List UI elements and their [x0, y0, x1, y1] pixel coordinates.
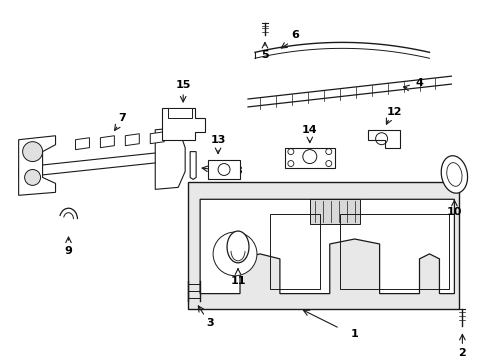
Text: 12: 12	[386, 107, 402, 117]
Text: 9: 9	[64, 246, 72, 256]
Text: 5: 5	[261, 50, 268, 60]
Polygon shape	[100, 136, 114, 148]
Circle shape	[22, 142, 42, 162]
Polygon shape	[208, 159, 240, 179]
Circle shape	[24, 170, 41, 185]
Polygon shape	[155, 128, 185, 189]
Text: 2: 2	[458, 348, 465, 358]
Text: 7: 7	[118, 113, 126, 123]
Polygon shape	[168, 108, 192, 118]
Polygon shape	[190, 152, 196, 179]
Ellipse shape	[440, 156, 467, 193]
Polygon shape	[19, 152, 168, 177]
Polygon shape	[150, 132, 164, 144]
Text: 10: 10	[446, 207, 461, 217]
Polygon shape	[19, 136, 56, 195]
Ellipse shape	[226, 231, 248, 263]
Text: 8: 8	[234, 166, 242, 176]
Text: 11: 11	[230, 276, 245, 286]
Polygon shape	[75, 138, 89, 150]
Ellipse shape	[446, 163, 461, 186]
Polygon shape	[162, 108, 204, 140]
Text: 4: 4	[415, 78, 423, 88]
Polygon shape	[309, 199, 359, 224]
FancyBboxPatch shape	[188, 183, 458, 309]
Text: 3: 3	[206, 318, 213, 328]
Text: 14: 14	[302, 125, 317, 135]
Polygon shape	[285, 148, 334, 167]
Polygon shape	[125, 134, 139, 146]
Text: 15: 15	[175, 80, 190, 90]
Circle shape	[213, 232, 256, 276]
Text: 13: 13	[210, 135, 225, 145]
Polygon shape	[367, 130, 399, 148]
Text: 6: 6	[290, 31, 298, 40]
Polygon shape	[200, 199, 453, 294]
Text: 1: 1	[350, 329, 358, 339]
